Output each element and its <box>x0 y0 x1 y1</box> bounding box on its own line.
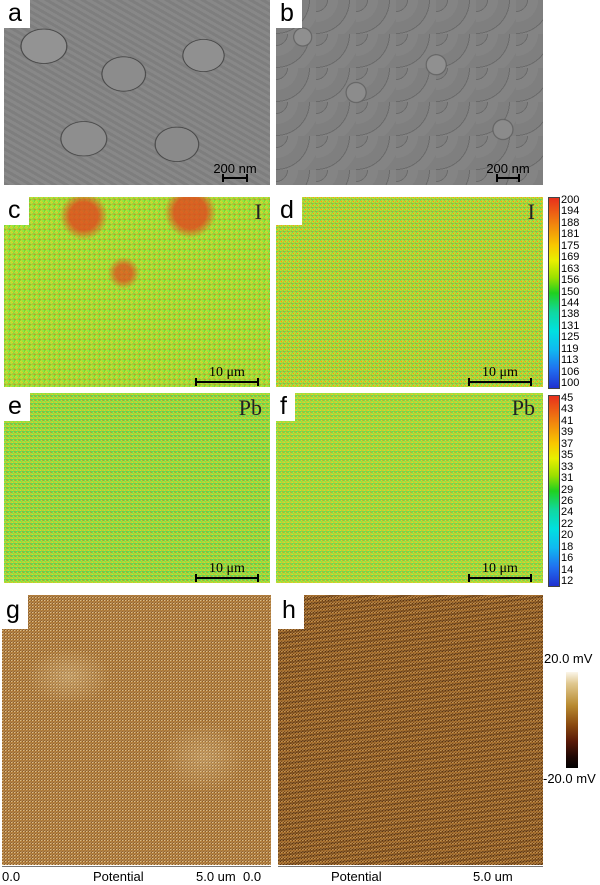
element-label: I <box>527 199 535 224</box>
scale-bar-d: 10 μm <box>467 365 533 386</box>
tick: 41 <box>561 414 574 427</box>
tick: 100 <box>561 377 580 389</box>
tick: 24 <box>561 506 574 519</box>
colorbar-afm-min: -20.0 mV <box>543 771 596 786</box>
scale-bar-text: 10 μm <box>209 365 245 380</box>
panel-label-f: f <box>276 393 295 421</box>
tick: 12 <box>561 575 574 587</box>
panel-f-eds-lead: f Pb 10 μm <box>276 393 543 583</box>
colorbar-iodine-ticks: 200 194 188 181 175 169 163 156 150 144 … <box>561 195 579 389</box>
scale-bar-text: 10 μm <box>482 365 518 380</box>
colorbar-afm <box>566 672 578 768</box>
tick: 144 <box>561 296 580 309</box>
tick: 188 <box>561 216 580 229</box>
axis-h-start: 0.0 <box>243 869 262 884</box>
panel-label-b: b <box>276 0 302 28</box>
axis-g-start: 0.0 <box>2 869 21 884</box>
tick: 29 <box>561 483 574 496</box>
panel-g-kpfm: g <box>2 595 271 865</box>
tick: 22 <box>561 517 574 530</box>
tick: 45 <box>561 392 574 404</box>
tick: 43 <box>561 403 574 416</box>
panel-e-eds-lead: e Pb 10 μm <box>4 393 270 583</box>
panel-label-e: e <box>4 393 30 421</box>
tick: 35 <box>561 449 574 462</box>
element-label: I <box>254 199 262 224</box>
axis-h-end: 5.0 um <box>473 869 513 884</box>
colorbar-lead-ticks: 45 43 41 39 37 35 33 31 29 26 24 22 20 1… <box>561 393 573 587</box>
tick: 26 <box>561 494 574 507</box>
tick: 181 <box>561 228 580 241</box>
tick: 20 <box>561 529 574 542</box>
tick: 150 <box>561 285 580 298</box>
tick: 106 <box>561 365 580 378</box>
tick: 194 <box>561 205 580 218</box>
axis-h-label: Potential <box>331 869 382 884</box>
tick: 16 <box>561 552 574 565</box>
panel-a-sem: a 200 nm <box>4 0 270 185</box>
tick: 156 <box>561 274 580 287</box>
tick: 31 <box>561 472 574 485</box>
tick: 131 <box>561 319 580 332</box>
scale-bar-text: 200 nm <box>486 161 530 176</box>
axis-g-end: 5.0 um <box>196 869 236 884</box>
scale-bar-f: 10 μm <box>467 561 533 582</box>
tick: 37 <box>561 437 574 450</box>
scale-bar-text: 10 μm <box>482 561 518 576</box>
scale-bar-text: 200 nm <box>213 161 257 176</box>
tick: 119 <box>561 342 579 355</box>
tick: 39 <box>561 426 574 439</box>
panel-label-h: h <box>278 595 304 629</box>
colorbar-iodine <box>548 197 560 389</box>
scale-bar-c: 10 μm <box>194 365 260 386</box>
panel-label-d: d <box>276 197 302 225</box>
element-label: Pb <box>238 395 262 420</box>
tick: 169 <box>561 251 580 264</box>
tick: 125 <box>561 331 580 344</box>
panel-c-eds-iodine: c I 10 μm <box>4 197 270 387</box>
axis-line-g <box>2 866 271 867</box>
tick: 14 <box>561 563 574 576</box>
scale-bar-text: 10 μm <box>209 561 245 576</box>
colorbar-afm-max: 20.0 mV <box>544 651 593 666</box>
panel-h-kpfm: h <box>278 595 543 865</box>
tick: 163 <box>561 262 580 275</box>
tick: 138 <box>561 308 580 321</box>
scale-bar-b: 200 nm <box>479 161 537 182</box>
panel-label-c: c <box>4 197 29 225</box>
tick: 200 <box>561 194 580 206</box>
panel-label-g: g <box>2 595 28 629</box>
tick: 33 <box>561 460 574 473</box>
tick: 175 <box>561 239 580 252</box>
panel-d-eds-iodine: d I 10 μm <box>276 197 543 387</box>
panel-label-a: a <box>4 0 30 28</box>
tick: 113 <box>561 354 579 367</box>
panel-b-sem: b 200 nm <box>276 0 543 185</box>
scale-bar-a: 200 nm <box>206 161 264 182</box>
axis-g-label: Potential <box>93 869 144 884</box>
element-label: Pb <box>511 395 535 420</box>
colorbar-lead <box>548 395 560 587</box>
axis-line-h-fixed <box>278 866 543 867</box>
tick: 18 <box>561 540 574 553</box>
scale-bar-e: 10 μm <box>194 561 260 582</box>
